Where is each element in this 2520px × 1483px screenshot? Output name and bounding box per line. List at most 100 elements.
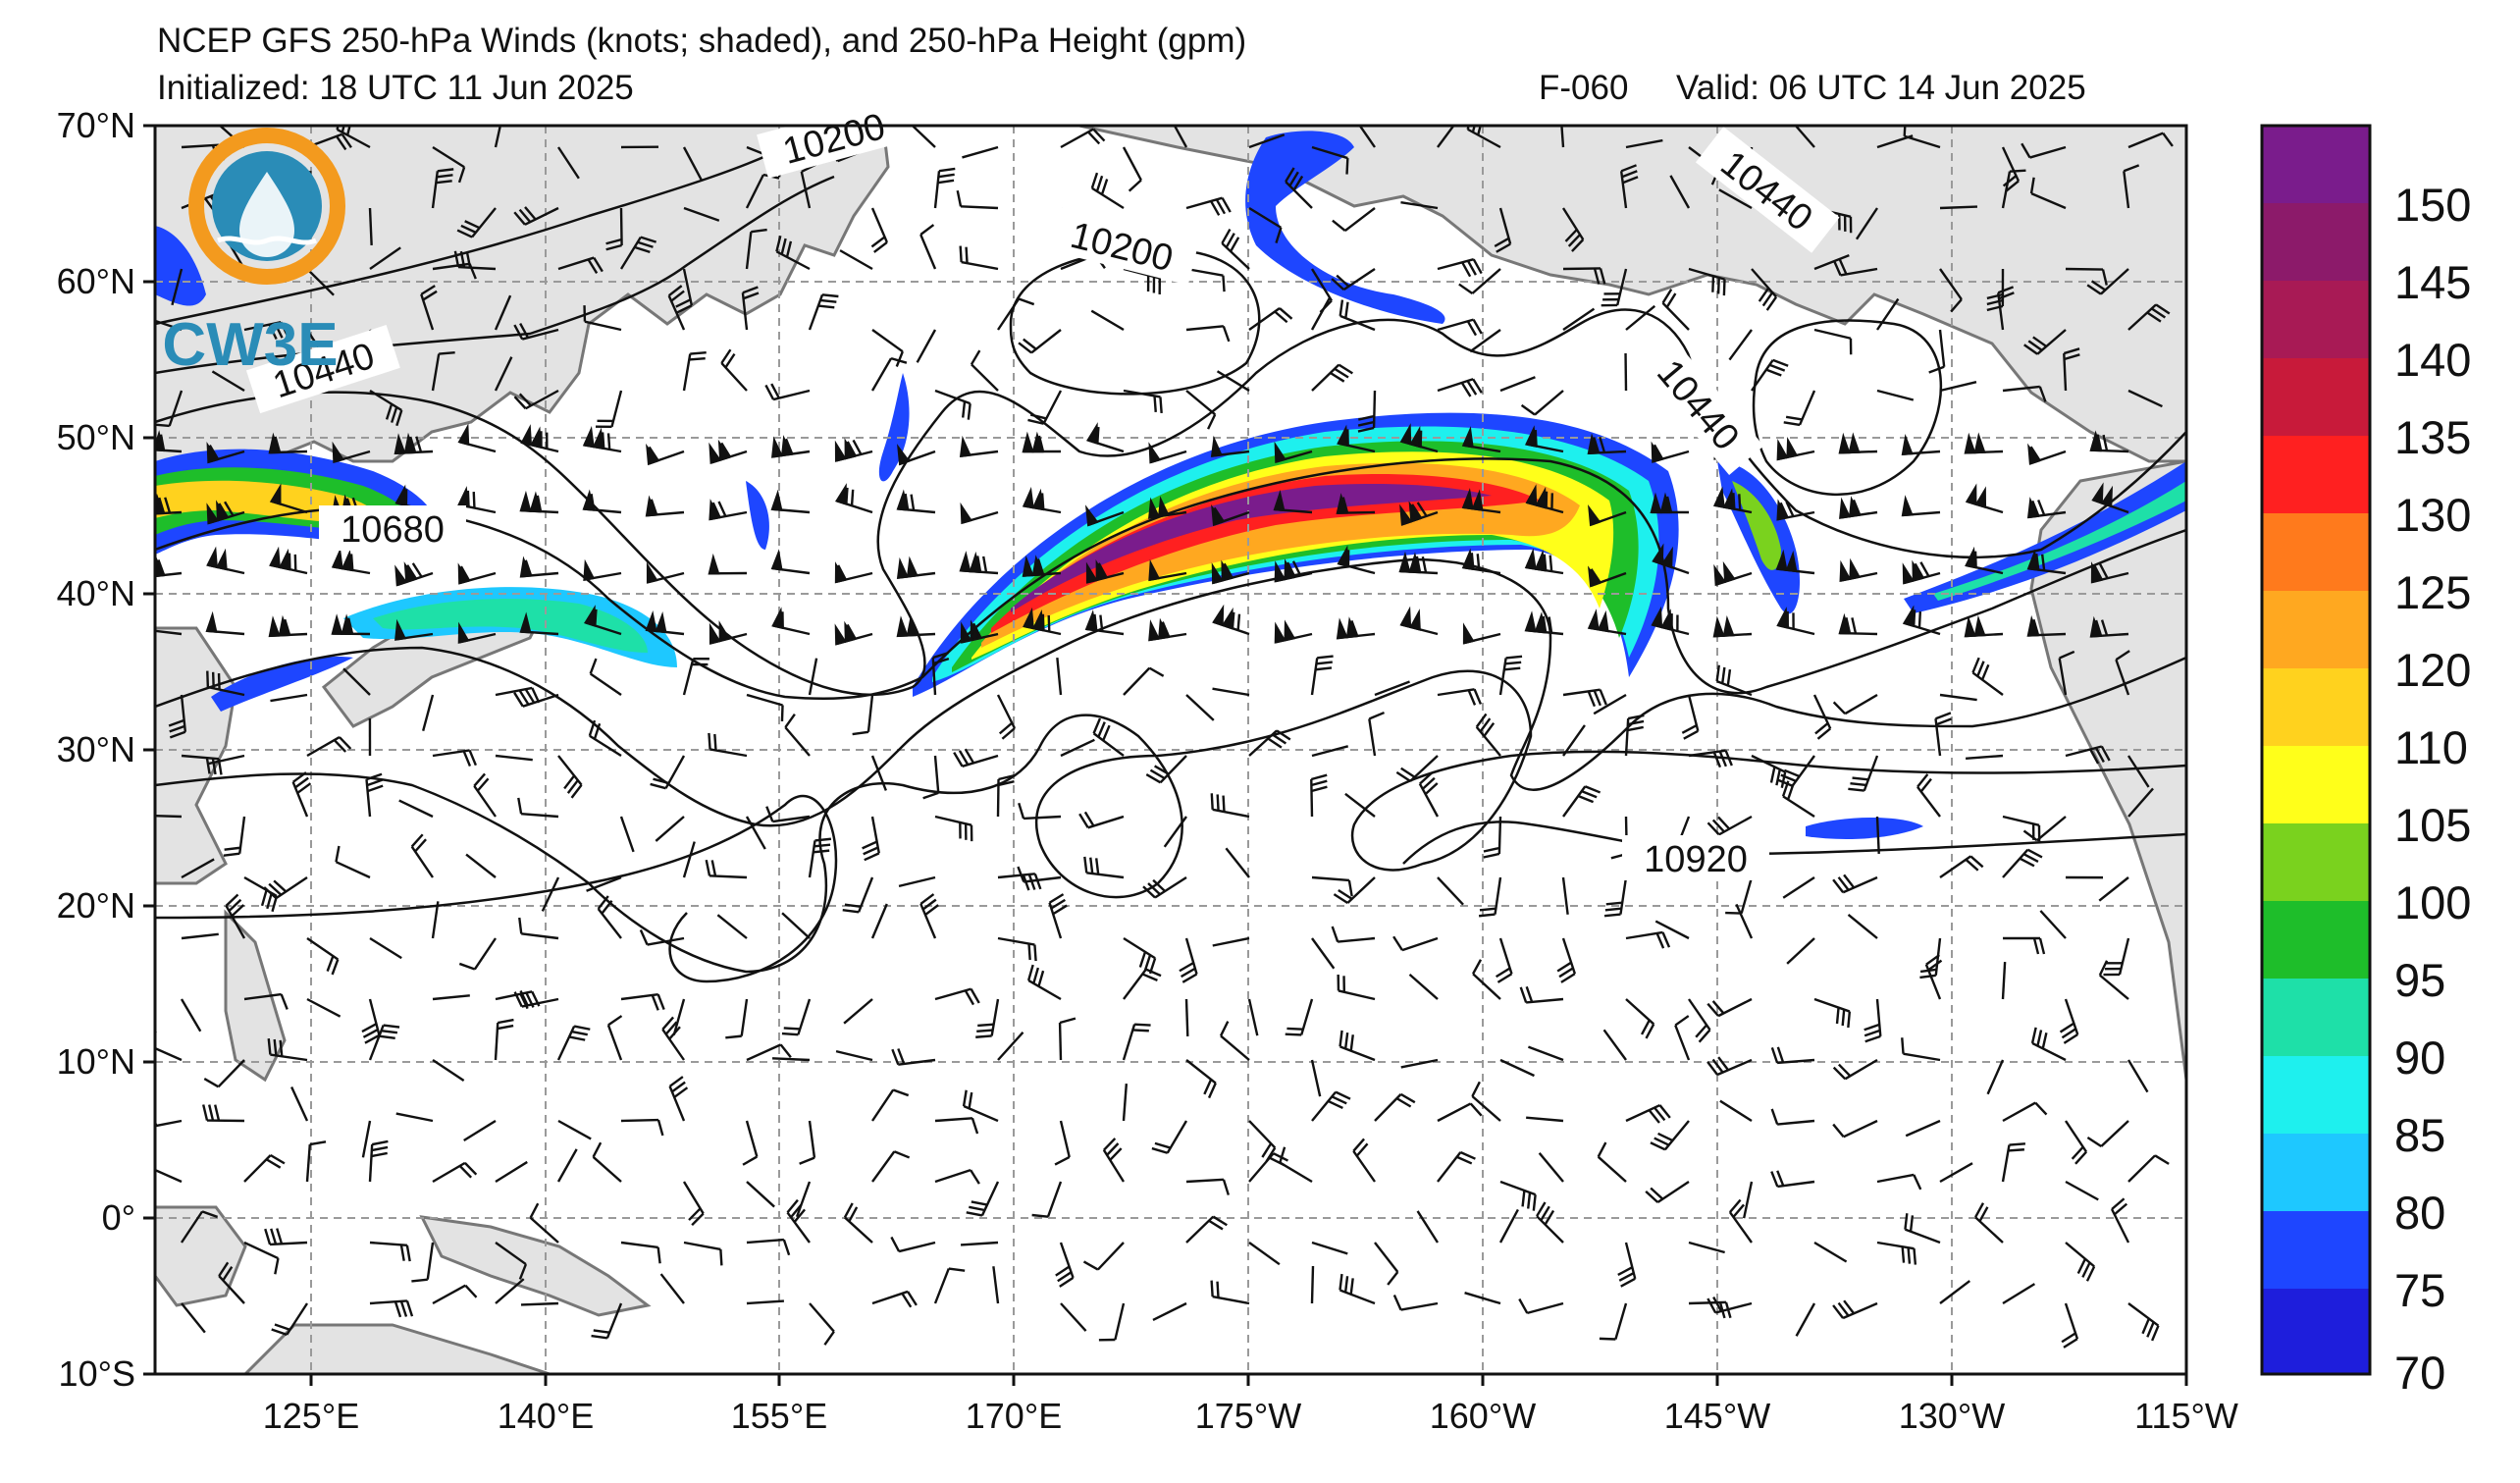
- wind-barb: [1148, 558, 1187, 582]
- wind-barb: [494, 356, 513, 392]
- wind-barb: [1939, 1162, 1973, 1184]
- wind-barb: [1562, 267, 1606, 285]
- wind-barb: [1587, 609, 1627, 636]
- wind-barb: [1167, 126, 1188, 148]
- wind-barb: [1122, 1084, 1129, 1122]
- wind-barb: [2089, 430, 2129, 453]
- contour-label-10200-bering-bg: [1045, 205, 1199, 286]
- wind-barb: [2030, 1027, 2067, 1062]
- wind-barb: [1562, 688, 1607, 708]
- wind-barb: [1333, 876, 1376, 905]
- wind-barb: [361, 998, 381, 1044]
- colorbar-label-105: 105: [2394, 799, 2471, 851]
- wind-barb: [1904, 1213, 1941, 1245]
- wind-barb: [639, 928, 685, 946]
- wind-barb: [591, 1302, 623, 1340]
- wind-barb: [1211, 503, 1250, 527]
- colorbar-label-135: 135: [2394, 411, 2471, 463]
- wind-barb: [1337, 974, 1376, 1001]
- wind-barb: [862, 816, 880, 862]
- wind-barb: [1078, 811, 1125, 829]
- wind-barb: [1185, 1215, 1228, 1244]
- wind-barb: [659, 1273, 685, 1304]
- wind-barb: [155, 628, 183, 636]
- wind-barb: [1924, 954, 1943, 1000]
- wind-barb: [1939, 381, 1977, 393]
- wind-barb: [1090, 309, 1125, 332]
- wind-barb: [1848, 755, 1879, 792]
- wind-barb: [770, 549, 811, 575]
- wind-barb: [595, 390, 623, 428]
- colorbar-band-120: [2262, 591, 2370, 668]
- wind-barb: [746, 1043, 792, 1062]
- wind-barb: [1123, 968, 1162, 1000]
- wind-barb: [2086, 1120, 2129, 1147]
- wind-barb: [1728, 329, 1753, 361]
- jet-gulf-alaska-green: [1732, 481, 1781, 570]
- longitude-ticks: [309, 1374, 2188, 1386]
- wind-barb: [1392, 935, 1439, 952]
- wind-barb: [834, 620, 873, 646]
- wind-barb: [808, 658, 818, 696]
- wind-barb: [2023, 329, 2067, 355]
- wind-barb: [1751, 358, 1789, 392]
- wind-barb: [1311, 745, 1349, 758]
- wind-barb: [155, 814, 183, 819]
- wind-barb: [1462, 622, 1501, 645]
- wind-barb: [2127, 787, 2154, 818]
- wind-barb: [1499, 376, 1536, 393]
- wind-barb: [956, 189, 999, 210]
- wind-barb: [1148, 496, 1187, 519]
- wind-barb: [1587, 565, 1627, 588]
- wind-barb: [1905, 1119, 1941, 1138]
- colorbar-band-150: [2262, 126, 2370, 203]
- wind-barb: [1599, 1302, 1628, 1341]
- wind-barb: [1735, 903, 1754, 939]
- wind-barb: [1965, 483, 2004, 514]
- colorbar-band-95: [2262, 901, 2370, 979]
- lat-label-70n: 70°N: [57, 105, 135, 145]
- wind-barb: [1939, 205, 1978, 210]
- wind-barb: [1902, 605, 1941, 636]
- wind-barb: [1597, 1141, 1627, 1183]
- wind-barb: [871, 1150, 911, 1183]
- wind-barb: [495, 1278, 525, 1304]
- wind-barb: [457, 423, 497, 453]
- wind-barb: [645, 609, 685, 636]
- wind-barb: [205, 610, 245, 636]
- wind-barb: [682, 1181, 705, 1227]
- wind-barb: [206, 670, 245, 697]
- wind-barb: [2126, 1059, 2149, 1093]
- wind-barb: [513, 323, 559, 341]
- wind-barb: [1838, 432, 1878, 454]
- wind-barb: [1715, 664, 1753, 697]
- wind-barb: [1060, 1302, 1087, 1332]
- wind-barb: [1832, 258, 1878, 277]
- contour-label-10440-gulf-bg: [1634, 333, 1764, 475]
- wind-barb: [1742, 1181, 1754, 1219]
- wind-barb: [808, 837, 832, 878]
- wind-barb: [1901, 434, 1941, 456]
- wind-barb: [1751, 268, 1778, 311]
- wind-barb: [331, 548, 371, 575]
- wind-barb: [1273, 490, 1313, 514]
- wind-barb: [1399, 606, 1439, 636]
- wind-barb: [1839, 496, 1878, 519]
- wind-barb: [1472, 959, 1501, 1000]
- wind-barb: [1652, 543, 1690, 575]
- wind-barb: [771, 607, 811, 636]
- wind-barb: [1212, 604, 1250, 636]
- wind-barb: [369, 1299, 414, 1318]
- wind-barb: [1398, 551, 1439, 575]
- wind-barb: [207, 754, 245, 766]
- wind-barb: [1248, 307, 1293, 331]
- wind-barb: [2003, 936, 2046, 955]
- lat-label-30n: 30°N: [57, 729, 135, 769]
- wind-barb: [2065, 267, 2108, 286]
- wind-barb: [2029, 177, 2067, 210]
- wind-barb: [1520, 390, 1564, 416]
- wind-barb: [1524, 548, 1564, 575]
- wind-barb: [155, 1165, 183, 1184]
- wind-barb: [1478, 876, 1502, 918]
- wind-barb: [155, 316, 183, 332]
